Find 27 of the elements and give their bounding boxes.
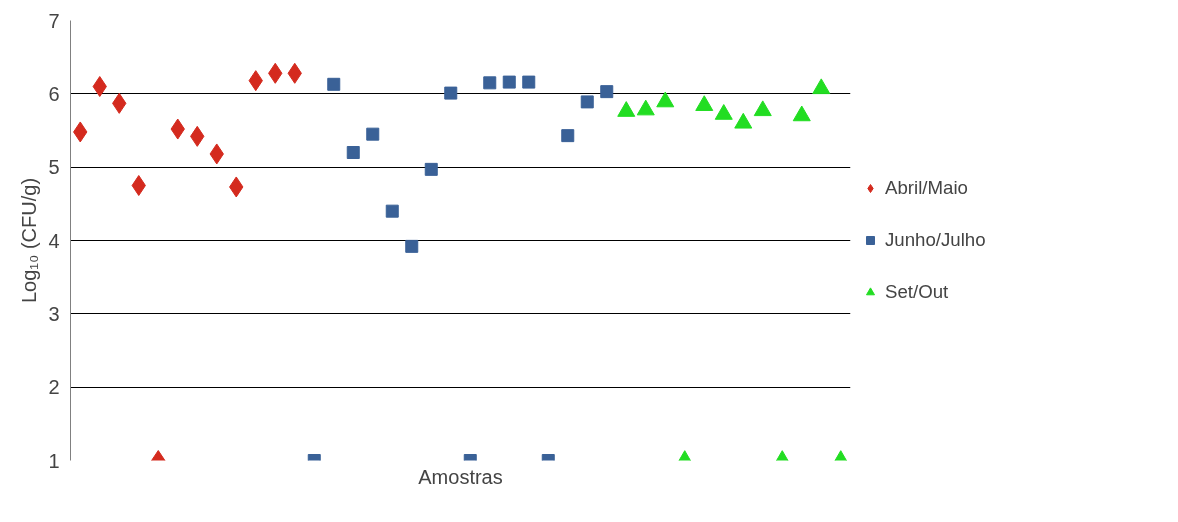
point: [366, 127, 380, 141]
point: [561, 129, 575, 143]
y-tick-label: 5: [48, 156, 60, 179]
legend-label: Abril/Maio: [885, 177, 968, 199]
point: [92, 76, 107, 97]
point: [385, 204, 399, 218]
y-tick-label: 1: [48, 449, 60, 472]
point: [502, 75, 516, 89]
y-tick-label: 2: [48, 376, 60, 399]
y-tick-label: 3: [48, 302, 60, 325]
point: [346, 146, 360, 159]
point: [522, 75, 536, 89]
point: [405, 239, 419, 253]
y-tick-label: 7: [48, 9, 60, 32]
y-axis-title: Log₁₀ (CFU/g): [18, 177, 41, 304]
y-tick-label: 4: [48, 229, 60, 252]
point: [580, 95, 594, 109]
point: [131, 175, 146, 196]
point: [483, 76, 497, 90]
point: [444, 86, 458, 100]
legend-label: Set/Out: [885, 281, 949, 303]
point: [424, 162, 438, 176]
legend-label: Junho/Julho: [885, 229, 986, 251]
point: [600, 85, 614, 99]
x-axis-title: Amostras: [418, 465, 503, 488]
y-tick-label: 6: [48, 82, 60, 105]
point: [327, 77, 341, 91]
